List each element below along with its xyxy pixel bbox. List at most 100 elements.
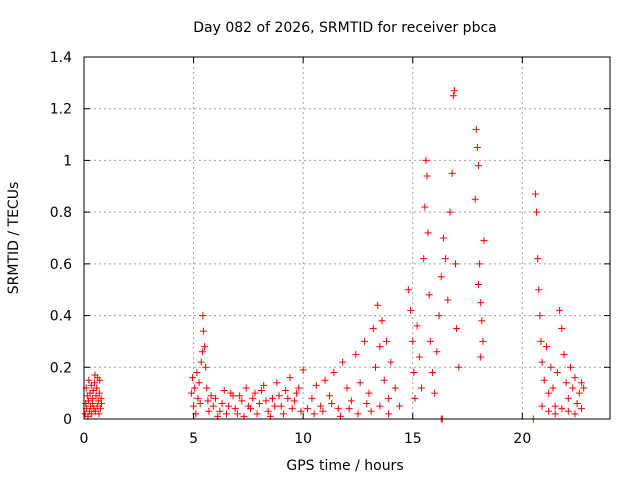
data-point <box>413 322 421 330</box>
data-point <box>354 410 362 418</box>
data-point <box>271 402 279 410</box>
data-point <box>207 392 215 400</box>
data-point <box>387 358 395 366</box>
data-point <box>260 381 268 389</box>
data-point <box>538 358 546 366</box>
data-point <box>551 410 559 418</box>
data-point <box>244 402 252 410</box>
data-point <box>578 405 586 413</box>
data-point <box>201 343 209 351</box>
data-point <box>191 384 199 392</box>
data-point <box>196 399 204 407</box>
data-point <box>334 405 342 413</box>
data-point <box>475 162 482 170</box>
data-point <box>426 337 434 345</box>
data-point <box>193 368 201 376</box>
y-axis-label: SRMTID / TECUs <box>6 182 22 295</box>
data-point <box>410 368 418 376</box>
data-point <box>293 389 301 397</box>
data-point <box>204 397 212 405</box>
x-tick-label: 5 <box>189 431 198 447</box>
data-point <box>199 312 207 320</box>
axis-ticks <box>83 56 610 420</box>
data-point <box>476 260 484 268</box>
data-point <box>425 291 433 299</box>
data-point <box>421 203 429 211</box>
data-point <box>418 384 426 392</box>
data-point <box>371 363 379 371</box>
data-point <box>455 363 463 371</box>
data-point <box>575 389 583 397</box>
data-point <box>415 353 423 361</box>
data-point <box>328 399 336 407</box>
data-point <box>343 384 351 392</box>
data-point <box>564 407 572 415</box>
data-point <box>356 379 364 387</box>
data-point <box>367 407 375 415</box>
data-point <box>538 402 546 410</box>
data-points <box>81 87 588 423</box>
data-point <box>573 399 581 407</box>
data-point <box>420 255 428 263</box>
data-point <box>218 399 226 407</box>
data-point <box>560 350 568 358</box>
data-point <box>194 394 202 402</box>
x-tick-label: 20 <box>513 431 531 447</box>
y-tick-label: 0.2 <box>50 360 72 376</box>
y-tick-label: 1.2 <box>50 102 72 118</box>
data-point <box>242 384 250 392</box>
data-point <box>98 399 106 407</box>
y-tick-label: 0.8 <box>50 205 72 221</box>
data-point <box>437 273 445 281</box>
data-point <box>564 394 572 402</box>
data-point <box>533 208 541 216</box>
data-point <box>319 407 327 415</box>
y-tick-label: 1 <box>63 153 72 169</box>
data-point <box>537 337 545 345</box>
x-tick-labels: 0 5 10 15 20 <box>80 431 532 447</box>
data-point <box>317 402 325 410</box>
data-point <box>475 281 482 289</box>
x-tick-label: 0 <box>80 431 89 447</box>
data-point <box>558 325 566 332</box>
data-point <box>222 410 230 418</box>
data-point <box>85 376 93 384</box>
y-tick-labels: 0 0.2 0.4 0.6 0.8 1 1.2 1.4 <box>50 50 72 428</box>
data-point <box>473 144 481 151</box>
data-point <box>231 405 239 413</box>
data-point <box>479 337 487 345</box>
y-tick-label: 0.6 <box>50 257 72 273</box>
data-point <box>268 394 276 402</box>
data-point <box>282 387 290 395</box>
data-point <box>382 337 390 345</box>
data-point <box>477 353 485 361</box>
chart-title: Day 082 of 2026, SRMTID for receiver pbc… <box>193 20 496 36</box>
data-point <box>264 407 272 415</box>
data-point <box>199 327 207 335</box>
data-point <box>290 397 298 405</box>
data-point <box>471 195 479 203</box>
data-point <box>411 394 419 402</box>
data-point <box>89 399 97 407</box>
data-point <box>258 387 266 395</box>
data-point <box>198 348 206 356</box>
data-point <box>558 405 566 413</box>
data-point <box>571 374 579 382</box>
data-point <box>225 402 233 410</box>
data-point <box>374 301 382 309</box>
data-point <box>233 410 241 418</box>
data-point <box>95 389 103 397</box>
data-point <box>330 368 338 376</box>
data-point <box>279 410 287 418</box>
data-point <box>477 299 485 307</box>
data-point <box>428 368 436 376</box>
data-point <box>376 402 384 410</box>
data-point <box>190 402 198 410</box>
data-point <box>547 363 555 371</box>
data-point <box>391 384 399 392</box>
x-axis-label: GPS time / hours <box>286 458 403 474</box>
data-point <box>385 410 393 418</box>
data-point <box>536 312 544 320</box>
data-point <box>288 405 296 413</box>
data-point <box>91 407 99 415</box>
